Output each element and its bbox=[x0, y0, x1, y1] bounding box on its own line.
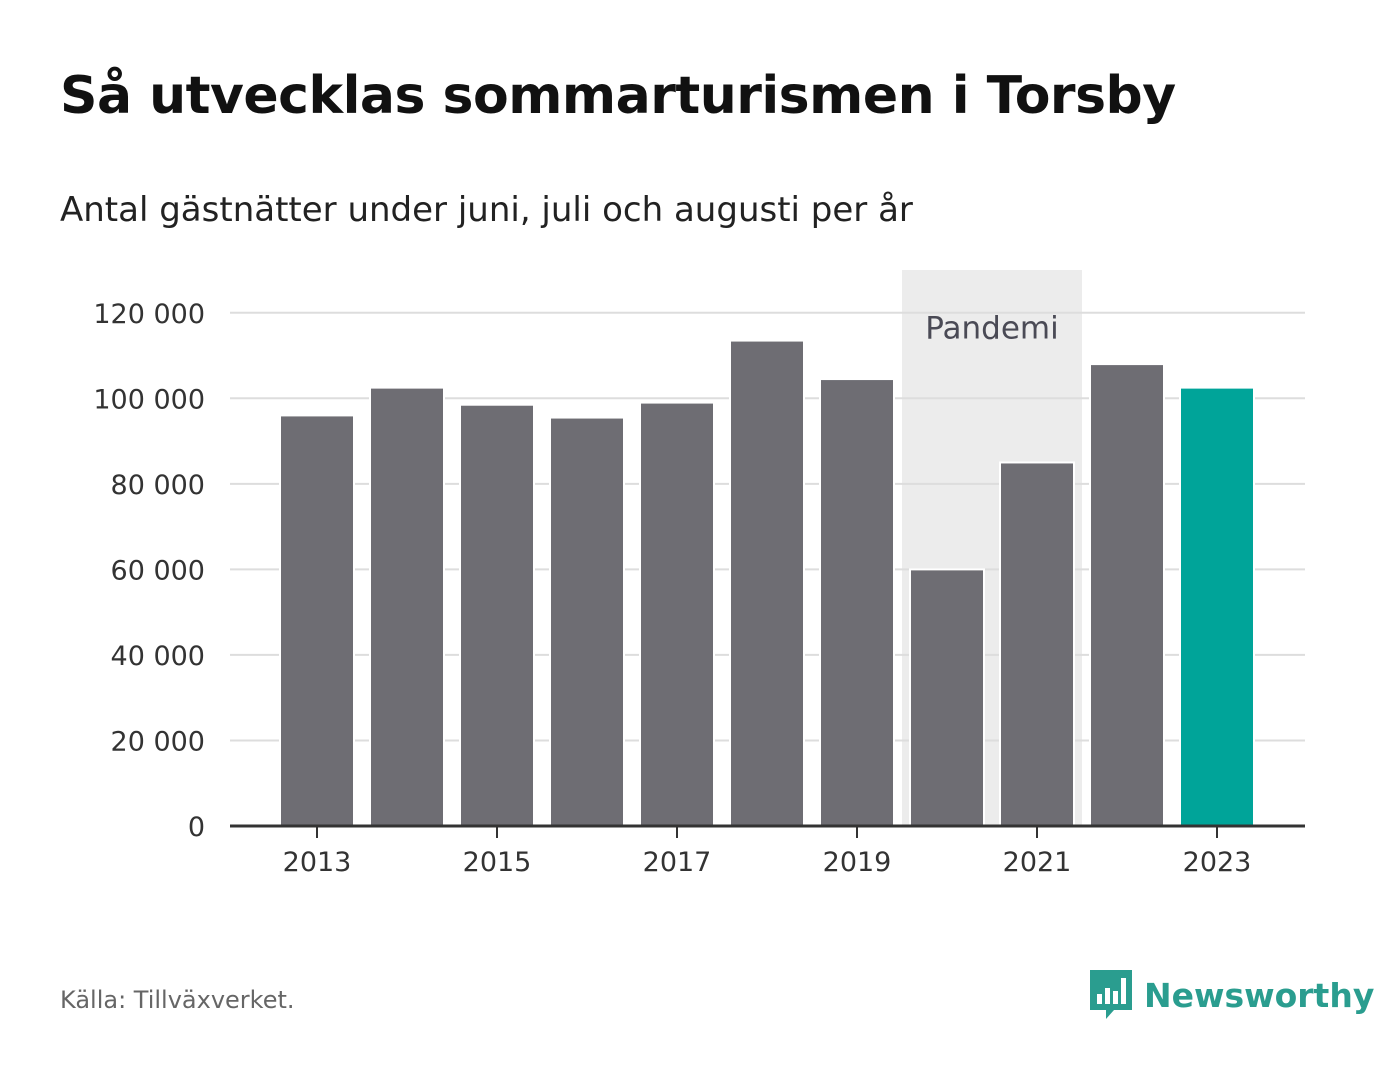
bar-2019 bbox=[819, 378, 895, 827]
bar-2022 bbox=[1089, 363, 1165, 827]
x-tick-label: 2019 bbox=[823, 847, 892, 878]
y-tick-label: 20 000 bbox=[111, 726, 205, 757]
chart-subtitle: Antal gästnätter under juni, juli och au… bbox=[60, 190, 913, 230]
newsworthy-logo-icon bbox=[1090, 970, 1132, 1019]
y-tick-label: 100 000 bbox=[93, 384, 205, 415]
y-tick-label: 40 000 bbox=[111, 641, 205, 672]
y-tick-label: 0 bbox=[188, 812, 205, 843]
bar-2023 bbox=[1179, 386, 1255, 827]
bar-2017 bbox=[639, 401, 715, 827]
bar-2014 bbox=[369, 386, 445, 827]
y-tick-label: 60 000 bbox=[111, 555, 205, 586]
x-tick-label: 2017 bbox=[643, 847, 712, 878]
bar-2018 bbox=[729, 339, 805, 827]
bar-2015 bbox=[459, 403, 535, 827]
bar-2013 bbox=[279, 414, 355, 827]
y-tick-label: 80 000 bbox=[111, 470, 205, 501]
x-tick-label: 2021 bbox=[1003, 847, 1072, 878]
bar-2016 bbox=[549, 416, 625, 827]
brand-name: Newsworthy bbox=[1144, 975, 1375, 1015]
bar-2021 bbox=[999, 461, 1075, 827]
bar-2020 bbox=[909, 568, 985, 828]
x-tick-label: 2013 bbox=[283, 847, 352, 878]
x-tick-label: 2023 bbox=[1183, 847, 1252, 878]
x-tick-label: 2015 bbox=[463, 847, 532, 878]
brand-logo: Newsworthy bbox=[1090, 970, 1374, 1020]
y-tick-label: 120 000 bbox=[93, 299, 205, 330]
source-note: Källa: Tillväxverket. bbox=[60, 986, 295, 1014]
pandemic-label: Pandemi bbox=[925, 310, 1059, 346]
chart-title: Så utvecklas sommarturismen i Torsby bbox=[60, 66, 1176, 126]
